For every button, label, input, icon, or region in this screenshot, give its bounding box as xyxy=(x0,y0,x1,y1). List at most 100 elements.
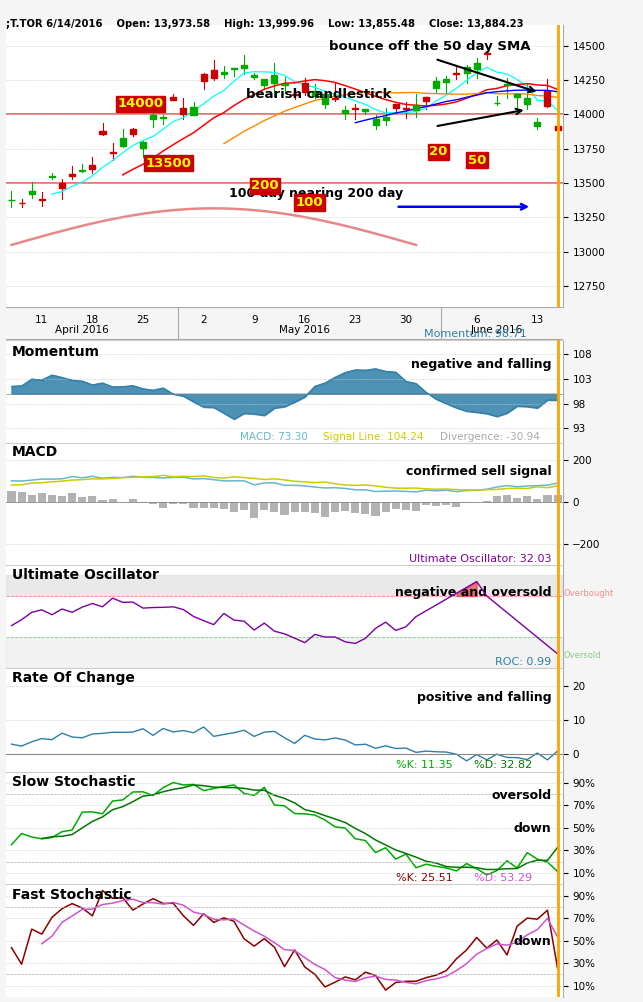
Bar xyxy=(554,495,561,502)
Text: 16: 16 xyxy=(298,315,311,325)
Bar xyxy=(503,495,511,502)
Bar xyxy=(140,142,146,148)
Bar xyxy=(292,94,298,95)
Bar xyxy=(251,74,257,77)
Bar xyxy=(393,104,399,107)
Bar xyxy=(100,131,105,134)
Text: negative and oversold: negative and oversold xyxy=(395,586,552,598)
Bar xyxy=(179,502,188,504)
Text: MACD: 73.30: MACD: 73.30 xyxy=(240,432,314,442)
Text: Momentum: 98.71: Momentum: 98.71 xyxy=(424,329,527,339)
Bar xyxy=(513,498,521,502)
Text: 9: 9 xyxy=(251,315,257,325)
Text: June 2016: June 2016 xyxy=(471,325,523,335)
Text: bounce off the 50 day SMA: bounce off the 50 day SMA xyxy=(329,40,530,53)
Text: 14000: 14000 xyxy=(118,97,164,110)
Text: Fast Stochastic: Fast Stochastic xyxy=(12,888,132,902)
Bar xyxy=(98,500,107,502)
Text: %D: 32.82: %D: 32.82 xyxy=(474,761,532,771)
Text: 100: 100 xyxy=(296,196,323,209)
Text: oversold: oversold xyxy=(491,789,552,802)
Text: Signal Line: 104.24: Signal Line: 104.24 xyxy=(323,432,430,442)
Bar xyxy=(149,502,157,504)
Text: 13: 13 xyxy=(530,315,544,325)
Bar xyxy=(280,502,289,515)
Bar xyxy=(139,502,147,503)
Bar xyxy=(170,97,176,100)
Text: Ultimate Oscillator: Ultimate Oscillator xyxy=(12,568,159,582)
Text: negative and falling: negative and falling xyxy=(411,359,552,371)
Bar xyxy=(341,502,349,511)
Bar xyxy=(58,496,66,502)
Bar xyxy=(402,502,410,510)
Bar xyxy=(342,110,349,112)
Text: %K: 11.35: %K: 11.35 xyxy=(396,761,459,771)
Bar xyxy=(169,502,177,504)
Text: MACD: MACD xyxy=(12,445,59,459)
Bar xyxy=(351,502,359,513)
Bar xyxy=(423,97,429,101)
Bar xyxy=(250,502,258,518)
Text: Momentum: Momentum xyxy=(12,345,100,359)
Bar xyxy=(534,122,540,125)
Bar xyxy=(6,637,563,668)
Bar xyxy=(88,496,96,502)
Text: %D: 53.29: %D: 53.29 xyxy=(474,873,532,883)
Text: Overbought: Overbought xyxy=(564,589,614,598)
Bar xyxy=(352,107,358,109)
Text: 25: 25 xyxy=(136,315,150,325)
Bar xyxy=(443,79,449,81)
Bar xyxy=(270,502,278,512)
Text: Ultimate Oscillator: 32.03: Ultimate Oscillator: 32.03 xyxy=(409,554,552,564)
Bar xyxy=(59,183,65,187)
Bar xyxy=(413,105,419,109)
Bar xyxy=(109,152,116,153)
Bar xyxy=(48,495,56,502)
Text: 6: 6 xyxy=(473,315,480,325)
Text: ROC: 0.99: ROC: 0.99 xyxy=(495,657,552,667)
Text: 20: 20 xyxy=(429,145,448,158)
Text: bearish candlestick: bearish candlestick xyxy=(246,88,391,101)
Bar xyxy=(543,495,552,502)
Bar xyxy=(504,84,510,85)
Bar xyxy=(129,499,137,502)
Text: 18: 18 xyxy=(86,315,99,325)
Bar xyxy=(524,98,530,103)
Bar xyxy=(190,502,197,508)
Bar xyxy=(412,502,420,511)
Bar xyxy=(271,75,277,83)
Bar xyxy=(291,502,299,512)
Text: 23: 23 xyxy=(349,315,362,325)
Bar xyxy=(201,74,206,81)
Bar xyxy=(150,114,156,119)
Bar xyxy=(422,502,430,505)
Bar xyxy=(120,138,126,145)
Bar xyxy=(383,117,388,120)
Bar xyxy=(190,106,197,115)
Text: Rate Of Change: Rate Of Change xyxy=(12,671,135,685)
Bar xyxy=(211,70,217,78)
Text: May 2016: May 2016 xyxy=(279,325,331,335)
Text: %K: 25.51: %K: 25.51 xyxy=(396,873,460,883)
Bar xyxy=(321,502,329,517)
Bar xyxy=(545,91,550,106)
Text: down: down xyxy=(514,935,552,948)
Bar xyxy=(17,492,26,502)
Bar xyxy=(312,91,318,96)
Bar xyxy=(6,575,563,596)
Bar xyxy=(220,502,228,509)
Bar xyxy=(181,107,186,114)
Bar xyxy=(361,502,370,514)
Bar xyxy=(240,502,248,510)
Bar xyxy=(29,190,35,194)
Bar xyxy=(433,81,439,88)
Text: Oversold: Oversold xyxy=(564,651,601,660)
Bar xyxy=(159,502,167,508)
Bar xyxy=(474,63,480,69)
Bar xyxy=(372,119,379,125)
Bar xyxy=(28,495,36,502)
Bar xyxy=(432,502,440,506)
Text: positive and falling: positive and falling xyxy=(417,691,552,704)
Text: 200: 200 xyxy=(251,179,279,192)
Bar xyxy=(322,94,328,104)
